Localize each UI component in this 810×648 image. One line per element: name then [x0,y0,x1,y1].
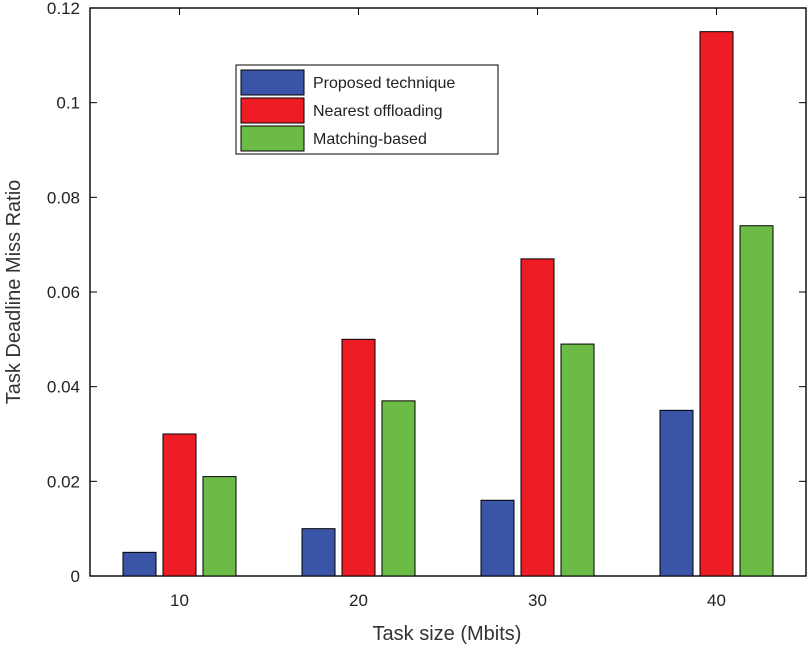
y-tick-label: 0.06 [47,283,80,302]
legend-label: Nearest offloading [313,103,443,120]
x-tick-label: 10 [170,591,189,610]
bar-proposed-technique-10 [122,551,157,577]
y-tick-label: 0.04 [47,378,80,397]
y-tick-label: 0.12 [47,0,80,18]
x-axis-title: Task size (Mbits) [373,623,522,645]
bar-proposed-technique-30 [480,499,515,577]
y-tick-label: 0.1 [56,94,80,113]
y-tick-label: 0 [71,567,80,586]
bar-proposed-technique-40 [659,409,694,577]
legend-label: Matching-based [313,131,427,148]
legend-swatch [240,69,305,96]
legend-swatch [240,97,305,124]
bar-proposed-technique-20 [301,528,336,577]
x-axis: 10 20 30 40 [170,8,726,610]
bar-matching-based-10 [202,476,237,577]
legend: Proposed technique Nearest offloading Matc… [235,64,499,155]
bar-matching-based-20 [381,400,416,577]
bar-matching-based-40 [739,225,774,577]
bar-nearest-offloading-40 [699,31,734,577]
bar-nearest-offloading-20 [341,338,376,577]
x-tick-label: 20 [349,591,368,610]
y-axis-title: Task Deadline Miss Ratio [3,180,25,405]
legend-label: Proposed technique [313,75,455,92]
y-tick-label: 0.02 [47,472,80,491]
bar-nearest-offloading-30 [520,258,555,577]
bar-matching-based-30 [560,343,595,577]
bar-series-group [122,31,774,577]
x-tick-label: 30 [528,591,547,610]
x-tick-label: 40 [707,591,726,610]
y-axis: 0 0.02 0.04 0.06 0.08 0.1 0.12 [47,0,806,586]
bar-nearest-offloading-10 [162,433,197,577]
legend-swatch [240,125,305,152]
y-tick-label: 0.08 [47,188,80,207]
